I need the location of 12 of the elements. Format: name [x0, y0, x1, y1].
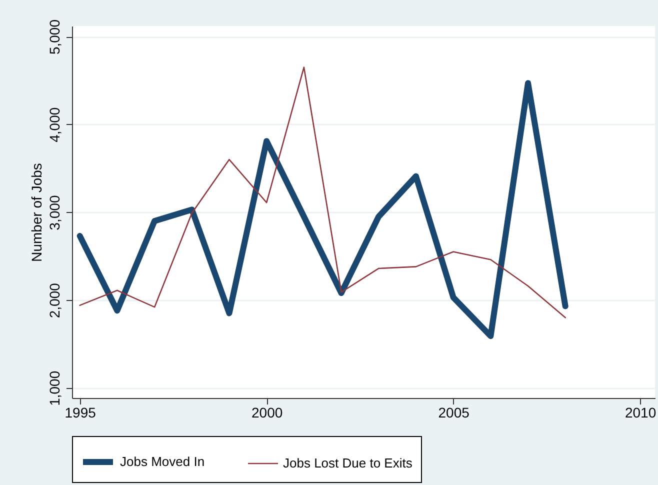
- x-tick-label: 2000: [252, 404, 283, 420]
- y-tick-label: 4,000: [46, 107, 62, 142]
- x-tick-label: 2005: [438, 404, 470, 420]
- y-tick-label: 2,000: [46, 282, 62, 318]
- x-tick-label: 1995: [64, 404, 96, 420]
- y-axis-title: Number of Jobs: [28, 163, 44, 262]
- legend-label: Jobs Lost Due to Exits: [283, 456, 413, 470]
- y-tick-label: 1,000: [46, 370, 62, 406]
- legend-label: Jobs Moved In: [120, 454, 205, 469]
- x-tick-label: 2010: [624, 404, 656, 420]
- y-tick-label: 5,000: [46, 19, 62, 55]
- y-tick-label: 3,000: [46, 194, 62, 230]
